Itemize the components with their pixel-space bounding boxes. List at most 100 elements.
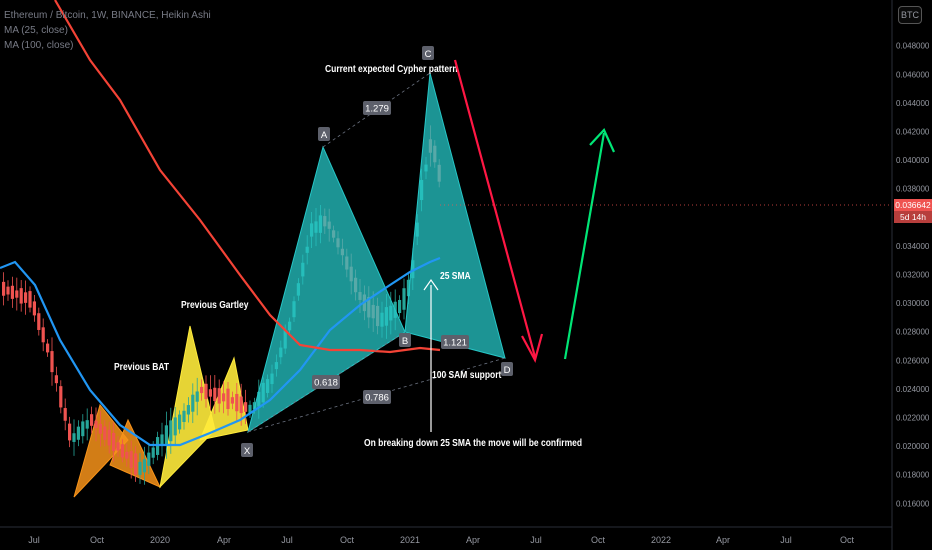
candle: [37, 313, 41, 330]
point-A-box: [318, 127, 330, 141]
candle: [151, 447, 155, 458]
candle: [222, 393, 226, 402]
down-arrow-line: [453, 59, 537, 358]
candle: [2, 281, 6, 296]
candle: [147, 452, 151, 466]
down-arrow-head: [521, 333, 544, 363]
ratio-label-1279: 1.279: [365, 104, 389, 115]
candle: [32, 301, 36, 316]
time-tick-label: Apr: [716, 535, 730, 545]
price-tick-label: 0.042000: [896, 128, 930, 137]
candle: [134, 453, 138, 475]
ratio-line-ac: [322, 72, 431, 148]
ratio-label-0618-box: [312, 375, 340, 389]
candle: [94, 420, 98, 429]
annotation-25sma: 25 SMA: [440, 270, 471, 281]
up-arrow-head: [589, 128, 616, 153]
annotation-bat: Previous BAT: [114, 361, 169, 372]
time-tick-label: Oct: [840, 535, 855, 545]
candle: [63, 408, 67, 421]
time-tick-label: Jul: [780, 535, 792, 545]
ratio-label-1279-box: [363, 101, 391, 115]
candle: [10, 285, 14, 299]
price-tick-label: 0.048000: [896, 42, 930, 51]
candle: [182, 410, 186, 422]
point-B-label: B: [402, 336, 408, 347]
ma25-line: [0, 256, 441, 447]
price-tick-label: 0.032000: [896, 271, 930, 280]
price-tick-label: 0.034000: [896, 242, 930, 251]
countdown-tag: 5d 14h: [894, 211, 932, 223]
candle: [195, 391, 199, 402]
candle: [244, 402, 248, 412]
candle: [41, 327, 45, 343]
time-tick-label: Jul: [530, 535, 542, 545]
candle: [116, 442, 120, 451]
symbol-title[interactable]: Ethereum / Bitcoin, 1W, BINANCE, Heikin …: [4, 10, 211, 21]
candle: [142, 459, 146, 473]
candle: [230, 397, 234, 404]
ma100-legend[interactable]: MA (100, close): [4, 40, 74, 51]
point-X-box: [241, 443, 253, 457]
candle: [81, 421, 85, 437]
up-arrow-line: [563, 132, 606, 360]
last-price-tag: 0.036642: [894, 199, 932, 211]
ratio-label-1121-box: [441, 335, 469, 349]
price-tick-label: 0.022000: [896, 414, 930, 423]
ma100-line: [54, 0, 441, 354]
price-tick-label: 0.028000: [896, 328, 930, 337]
candle: [24, 292, 28, 303]
ma25-legend[interactable]: MA (25, close): [4, 25, 68, 36]
time-tick-label: Oct: [340, 535, 355, 545]
candle: [50, 351, 54, 373]
point-B-box: [399, 333, 411, 347]
candle: [19, 288, 23, 304]
candle: [103, 426, 107, 440]
candle: [186, 405, 190, 415]
time-tick-label: Jul: [281, 535, 293, 545]
price-tick-label: 0.038000: [896, 185, 930, 194]
candle: [6, 286, 10, 295]
white-arrow-head: [423, 278, 439, 291]
candle: [125, 451, 129, 459]
time-tick-label: 2021: [400, 535, 420, 545]
point-C-box: [422, 46, 434, 60]
ratio-line-xb: [247, 331, 406, 433]
candle: [68, 423, 72, 441]
candle: [76, 426, 80, 440]
candle: [28, 291, 32, 308]
annotation-cypher: Current expected Cypher pattern: [325, 63, 458, 74]
chart-legend: Ethereum / Bitcoin, 1W, BINANCE, Heikin …: [4, 8, 211, 53]
price-tick-label: 0.046000: [896, 70, 930, 79]
candle: [160, 434, 164, 445]
point-A-label: A: [321, 130, 328, 141]
time-tick-label: Oct: [90, 535, 105, 545]
time-tick-label: Oct: [591, 535, 606, 545]
currency-button[interactable]: BTC: [898, 6, 922, 24]
point-D-label: D: [504, 365, 511, 376]
candle: [138, 461, 142, 475]
candle: [204, 383, 208, 400]
candle: [226, 388, 230, 409]
candle: [208, 389, 212, 397]
candle: [129, 451, 133, 469]
price-tick-label: 0.024000: [896, 385, 930, 394]
annotation-100sma: 100 SAM support: [432, 369, 501, 380]
candle: [98, 423, 102, 434]
ratio-label-0786: 0.786: [365, 393, 389, 404]
time-tick-label: Apr: [217, 535, 231, 545]
candle: [54, 375, 58, 384]
candle: [213, 387, 217, 402]
annotation-gartley: Previous Gartley: [181, 299, 249, 310]
ratio-label-1121: 1.121: [443, 338, 467, 349]
time-tick-label: Apr: [466, 535, 480, 545]
ratio-label-0618: 0.618: [314, 378, 338, 389]
candle: [164, 425, 168, 446]
candle: [235, 393, 239, 412]
candle: [59, 386, 63, 408]
price-tick-label: 0.020000: [896, 442, 930, 451]
candle: [46, 343, 50, 353]
price-tick-label: 0.030000: [896, 299, 930, 308]
candle: [217, 388, 221, 404]
